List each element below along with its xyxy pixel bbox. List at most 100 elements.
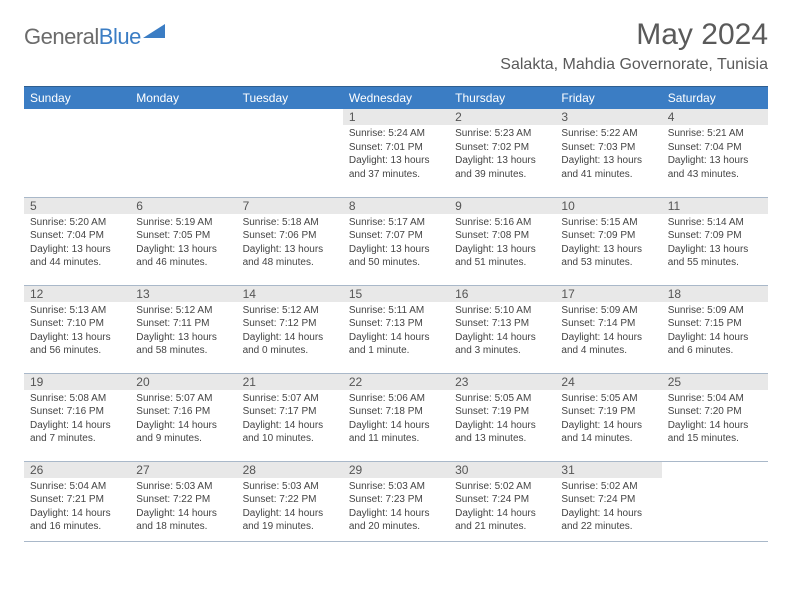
day-body: Sunrise: 5:05 AMSunset: 7:19 PMDaylight:… [449, 390, 555, 450]
calendar-cell: 15Sunrise: 5:11 AMSunset: 7:13 PMDayligh… [343, 285, 449, 373]
daylight-text: Daylight: 14 hours and 15 minutes. [668, 419, 762, 446]
sunrise-text: Sunrise: 5:03 AM [136, 480, 230, 494]
sunset-text: Sunset: 7:16 PM [30, 405, 124, 419]
daylight-text: Daylight: 13 hours and 41 minutes. [561, 154, 655, 181]
sunrise-text: Sunrise: 5:06 AM [349, 392, 443, 406]
daylight-text: Daylight: 14 hours and 0 minutes. [243, 331, 337, 358]
daylight-text: Daylight: 14 hours and 14 minutes. [561, 419, 655, 446]
day-header: Saturday [662, 87, 768, 110]
calendar-week-row: 19Sunrise: 5:08 AMSunset: 7:16 PMDayligh… [24, 373, 768, 461]
sunrise-text: Sunrise: 5:15 AM [561, 216, 655, 230]
calendar-cell: 4Sunrise: 5:21 AMSunset: 7:04 PMDaylight… [662, 109, 768, 197]
calendar-cell: 18Sunrise: 5:09 AMSunset: 7:15 PMDayligh… [662, 285, 768, 373]
day-body: Sunrise: 5:20 AMSunset: 7:04 PMDaylight:… [24, 214, 130, 274]
day-number: 1 [343, 109, 449, 125]
calendar-cell: 12Sunrise: 5:13 AMSunset: 7:10 PMDayligh… [24, 285, 130, 373]
calendar-cell: 8Sunrise: 5:17 AMSunset: 7:07 PMDaylight… [343, 197, 449, 285]
sunrise-text: Sunrise: 5:09 AM [561, 304, 655, 318]
day-number: 21 [237, 374, 343, 390]
sunrise-text: Sunrise: 5:17 AM [349, 216, 443, 230]
header: GeneralBlue May 2024 Salakta, Mahdia Gov… [24, 18, 768, 74]
calendar-cell [237, 109, 343, 197]
calendar-cell: 24Sunrise: 5:05 AMSunset: 7:19 PMDayligh… [555, 373, 661, 461]
day-number: 25 [662, 374, 768, 390]
day-header-row: SundayMondayTuesdayWednesdayThursdayFrid… [24, 87, 768, 110]
day-body: Sunrise: 5:21 AMSunset: 7:04 PMDaylight:… [662, 125, 768, 185]
day-number: 7 [237, 198, 343, 214]
calendar-cell: 21Sunrise: 5:07 AMSunset: 7:17 PMDayligh… [237, 373, 343, 461]
sunrise-text: Sunrise: 5:20 AM [30, 216, 124, 230]
day-number: 15 [343, 286, 449, 302]
sunrise-text: Sunrise: 5:24 AM [349, 127, 443, 141]
day-number: 14 [237, 286, 343, 302]
calendar-cell: 1Sunrise: 5:24 AMSunset: 7:01 PMDaylight… [343, 109, 449, 197]
sunset-text: Sunset: 7:10 PM [30, 317, 124, 331]
calendar-cell: 14Sunrise: 5:12 AMSunset: 7:12 PMDayligh… [237, 285, 343, 373]
daylight-text: Daylight: 13 hours and 56 minutes. [30, 331, 124, 358]
daylight-text: Daylight: 14 hours and 13 minutes. [455, 419, 549, 446]
daylight-text: Daylight: 13 hours and 46 minutes. [136, 243, 230, 270]
sunset-text: Sunset: 7:19 PM [561, 405, 655, 419]
sunrise-text: Sunrise: 5:04 AM [30, 480, 124, 494]
sunrise-text: Sunrise: 5:18 AM [243, 216, 337, 230]
sunset-text: Sunset: 7:24 PM [455, 493, 549, 507]
calendar-cell: 28Sunrise: 5:03 AMSunset: 7:22 PMDayligh… [237, 461, 343, 541]
sunrise-text: Sunrise: 5:02 AM [455, 480, 549, 494]
day-body: Sunrise: 5:16 AMSunset: 7:08 PMDaylight:… [449, 214, 555, 274]
sunrise-text: Sunrise: 5:05 AM [455, 392, 549, 406]
sunrise-text: Sunrise: 5:03 AM [349, 480, 443, 494]
sunset-text: Sunset: 7:08 PM [455, 229, 549, 243]
sunset-text: Sunset: 7:20 PM [668, 405, 762, 419]
calendar-cell: 19Sunrise: 5:08 AMSunset: 7:16 PMDayligh… [24, 373, 130, 461]
calendar-cell: 17Sunrise: 5:09 AMSunset: 7:14 PMDayligh… [555, 285, 661, 373]
day-number: 18 [662, 286, 768, 302]
sunrise-text: Sunrise: 5:02 AM [561, 480, 655, 494]
sunset-text: Sunset: 7:09 PM [561, 229, 655, 243]
day-body: Sunrise: 5:11 AMSunset: 7:13 PMDaylight:… [343, 302, 449, 362]
day-number: 10 [555, 198, 661, 214]
sunrise-text: Sunrise: 5:21 AM [668, 127, 762, 141]
day-number: 16 [449, 286, 555, 302]
calendar-cell: 26Sunrise: 5:04 AMSunset: 7:21 PMDayligh… [24, 461, 130, 541]
daylight-text: Daylight: 14 hours and 20 minutes. [349, 507, 443, 534]
day-header: Wednesday [343, 87, 449, 110]
daylight-text: Daylight: 14 hours and 3 minutes. [455, 331, 549, 358]
sunset-text: Sunset: 7:11 PM [136, 317, 230, 331]
calendar-table: SundayMondayTuesdayWednesdayThursdayFrid… [24, 86, 768, 542]
calendar-cell: 22Sunrise: 5:06 AMSunset: 7:18 PMDayligh… [343, 373, 449, 461]
day-body: Sunrise: 5:02 AMSunset: 7:24 PMDaylight:… [555, 478, 661, 538]
day-number: 13 [130, 286, 236, 302]
daylight-text: Daylight: 14 hours and 18 minutes. [136, 507, 230, 534]
day-number: 28 [237, 462, 343, 478]
sunrise-text: Sunrise: 5:10 AM [455, 304, 549, 318]
daylight-text: Daylight: 14 hours and 16 minutes. [30, 507, 124, 534]
day-header: Friday [555, 87, 661, 110]
sunset-text: Sunset: 7:13 PM [349, 317, 443, 331]
day-number: 19 [24, 374, 130, 390]
sunrise-text: Sunrise: 5:09 AM [668, 304, 762, 318]
calendar-cell: 6Sunrise: 5:19 AMSunset: 7:05 PMDaylight… [130, 197, 236, 285]
day-body: Sunrise: 5:04 AMSunset: 7:21 PMDaylight:… [24, 478, 130, 538]
day-number: 24 [555, 374, 661, 390]
sunrise-text: Sunrise: 5:16 AM [455, 216, 549, 230]
sunset-text: Sunset: 7:04 PM [668, 141, 762, 155]
day-body: Sunrise: 5:03 AMSunset: 7:23 PMDaylight:… [343, 478, 449, 538]
sunset-text: Sunset: 7:24 PM [561, 493, 655, 507]
calendar-cell: 5Sunrise: 5:20 AMSunset: 7:04 PMDaylight… [24, 197, 130, 285]
day-header: Tuesday [237, 87, 343, 110]
sunset-text: Sunset: 7:09 PM [668, 229, 762, 243]
sunset-text: Sunset: 7:22 PM [243, 493, 337, 507]
sunrise-text: Sunrise: 5:19 AM [136, 216, 230, 230]
daylight-text: Daylight: 13 hours and 53 minutes. [561, 243, 655, 270]
sunrise-text: Sunrise: 5:12 AM [136, 304, 230, 318]
day-number: 26 [24, 462, 130, 478]
calendar-cell: 27Sunrise: 5:03 AMSunset: 7:22 PMDayligh… [130, 461, 236, 541]
day-number: 3 [555, 109, 661, 125]
calendar-cell: 25Sunrise: 5:04 AMSunset: 7:20 PMDayligh… [662, 373, 768, 461]
day-body: Sunrise: 5:03 AMSunset: 7:22 PMDaylight:… [237, 478, 343, 538]
day-body: Sunrise: 5:07 AMSunset: 7:16 PMDaylight:… [130, 390, 236, 450]
sunset-text: Sunset: 7:23 PM [349, 493, 443, 507]
calendar-cell: 16Sunrise: 5:10 AMSunset: 7:13 PMDayligh… [449, 285, 555, 373]
day-body: Sunrise: 5:10 AMSunset: 7:13 PMDaylight:… [449, 302, 555, 362]
calendar-cell: 3Sunrise: 5:22 AMSunset: 7:03 PMDaylight… [555, 109, 661, 197]
